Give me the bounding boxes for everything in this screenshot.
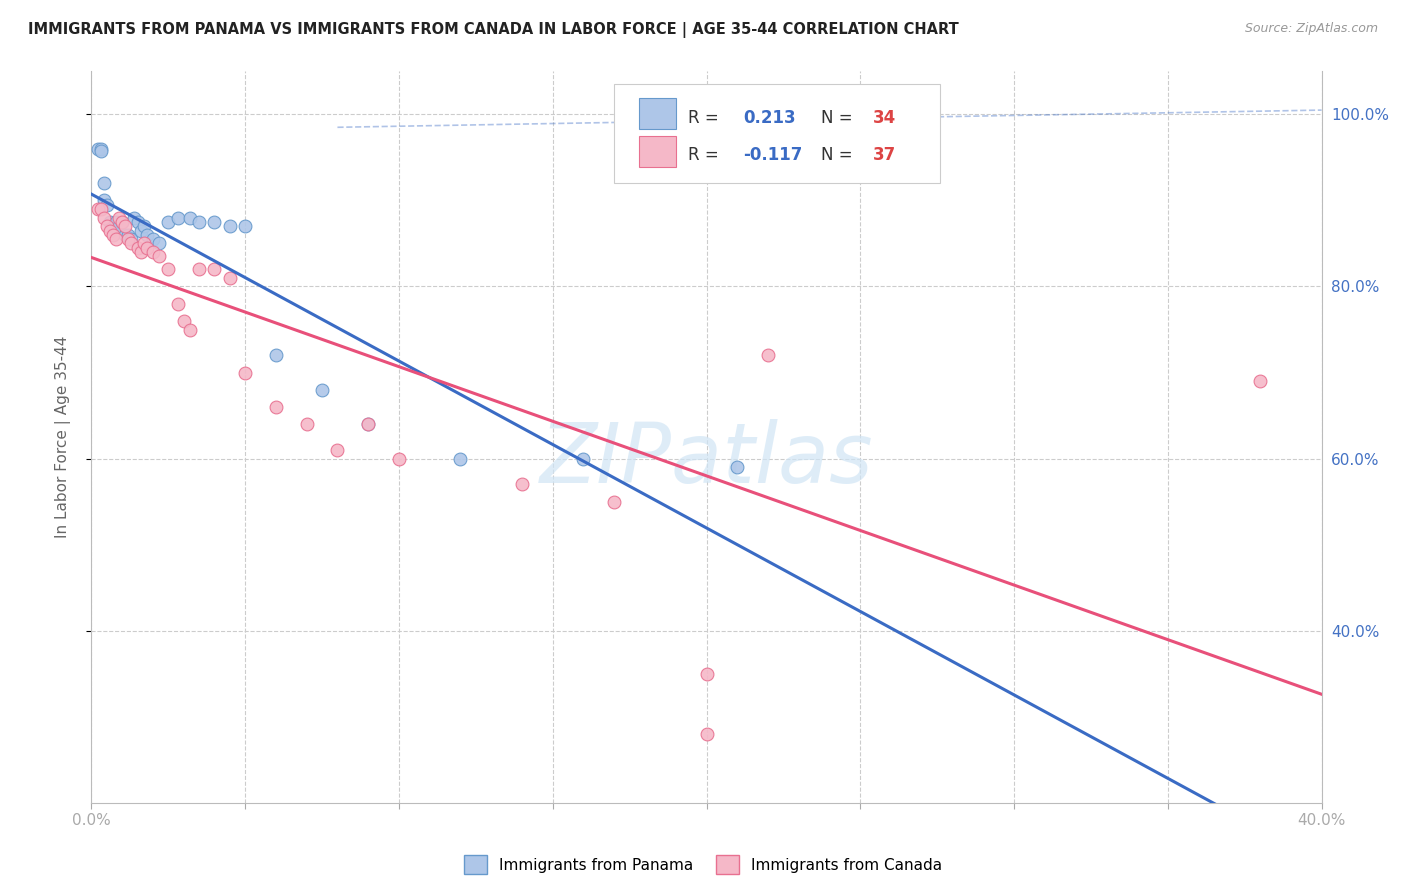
Point [449, 451, 471, 466]
Point [90, 202, 112, 216]
Point [108, 211, 131, 225]
Point [696, 666, 718, 681]
Point [105, 215, 127, 229]
Point [135, 241, 157, 255]
Point [101, 227, 124, 242]
Legend: Immigrants from Panama, Immigrants from Canada: Immigrants from Panama, Immigrants from … [457, 849, 949, 880]
Point [93, 211, 115, 225]
Point [93, 194, 115, 208]
Text: R =: R = [688, 109, 724, 127]
Point [157, 262, 180, 277]
Point [1249, 374, 1271, 388]
Point [179, 322, 201, 336]
Point [202, 215, 225, 229]
Text: Source: ZipAtlas.com: Source: ZipAtlas.com [1244, 22, 1378, 36]
Point [173, 314, 195, 328]
Point [357, 417, 380, 432]
Point [90, 144, 112, 158]
Text: 37: 37 [873, 146, 896, 164]
Point [188, 262, 211, 277]
Point [696, 727, 718, 741]
Point [218, 271, 240, 285]
Point [96, 198, 118, 212]
Point [756, 348, 779, 362]
Point [157, 215, 180, 229]
Point [117, 232, 139, 246]
Point [142, 245, 165, 260]
Point [142, 232, 165, 246]
Point [132, 219, 155, 234]
Point [111, 215, 134, 229]
Point [603, 494, 626, 508]
Point [132, 236, 155, 251]
Point [148, 249, 170, 263]
Point [90, 142, 112, 156]
Point [124, 211, 146, 225]
Point [264, 348, 287, 362]
Point [127, 215, 149, 229]
Point [120, 236, 142, 251]
Point [111, 215, 134, 229]
Point [311, 383, 333, 397]
Text: 0.213: 0.213 [744, 109, 796, 127]
Point [114, 219, 136, 234]
Point [96, 219, 118, 234]
Point [202, 262, 225, 277]
Point [108, 219, 131, 234]
Point [233, 366, 256, 380]
Y-axis label: In Labor Force | Age 35-44: In Labor Force | Age 35-44 [55, 336, 70, 538]
Text: -0.117: -0.117 [744, 146, 803, 164]
Point [179, 211, 201, 225]
Point [129, 245, 152, 260]
Bar [638, 136, 676, 167]
Point [725, 460, 748, 475]
Text: IMMIGRANTS FROM PANAMA VS IMMIGRANTS FROM CANADA IN LABOR FORCE | AGE 35-44 CORR: IMMIGRANTS FROM PANAMA VS IMMIGRANTS FRO… [28, 22, 959, 38]
Point [510, 477, 533, 491]
Text: 34: 34 [873, 109, 896, 127]
Text: N =: N = [821, 109, 858, 127]
Point [105, 232, 127, 246]
Bar [638, 98, 676, 129]
Point [120, 232, 142, 246]
Text: N =: N = [821, 146, 858, 164]
Point [114, 227, 136, 242]
Point [218, 219, 240, 234]
Point [572, 451, 595, 466]
Point [357, 417, 380, 432]
Point [86, 202, 108, 216]
Point [127, 241, 149, 255]
Point [166, 211, 188, 225]
Point [86, 142, 108, 156]
Point [188, 215, 211, 229]
Point [233, 219, 256, 234]
Text: R =: R = [688, 146, 724, 164]
Point [264, 400, 287, 414]
FancyBboxPatch shape [614, 84, 941, 183]
Point [135, 227, 157, 242]
Point [129, 223, 152, 237]
Point [148, 236, 170, 251]
Point [98, 223, 121, 237]
Point [326, 442, 349, 457]
Point [166, 296, 188, 310]
Text: ZIPatlas: ZIPatlas [540, 418, 873, 500]
Point [98, 215, 121, 229]
Point [388, 451, 411, 466]
Point [101, 219, 124, 234]
Point [295, 417, 318, 432]
Point [93, 176, 115, 190]
Point [117, 227, 139, 242]
